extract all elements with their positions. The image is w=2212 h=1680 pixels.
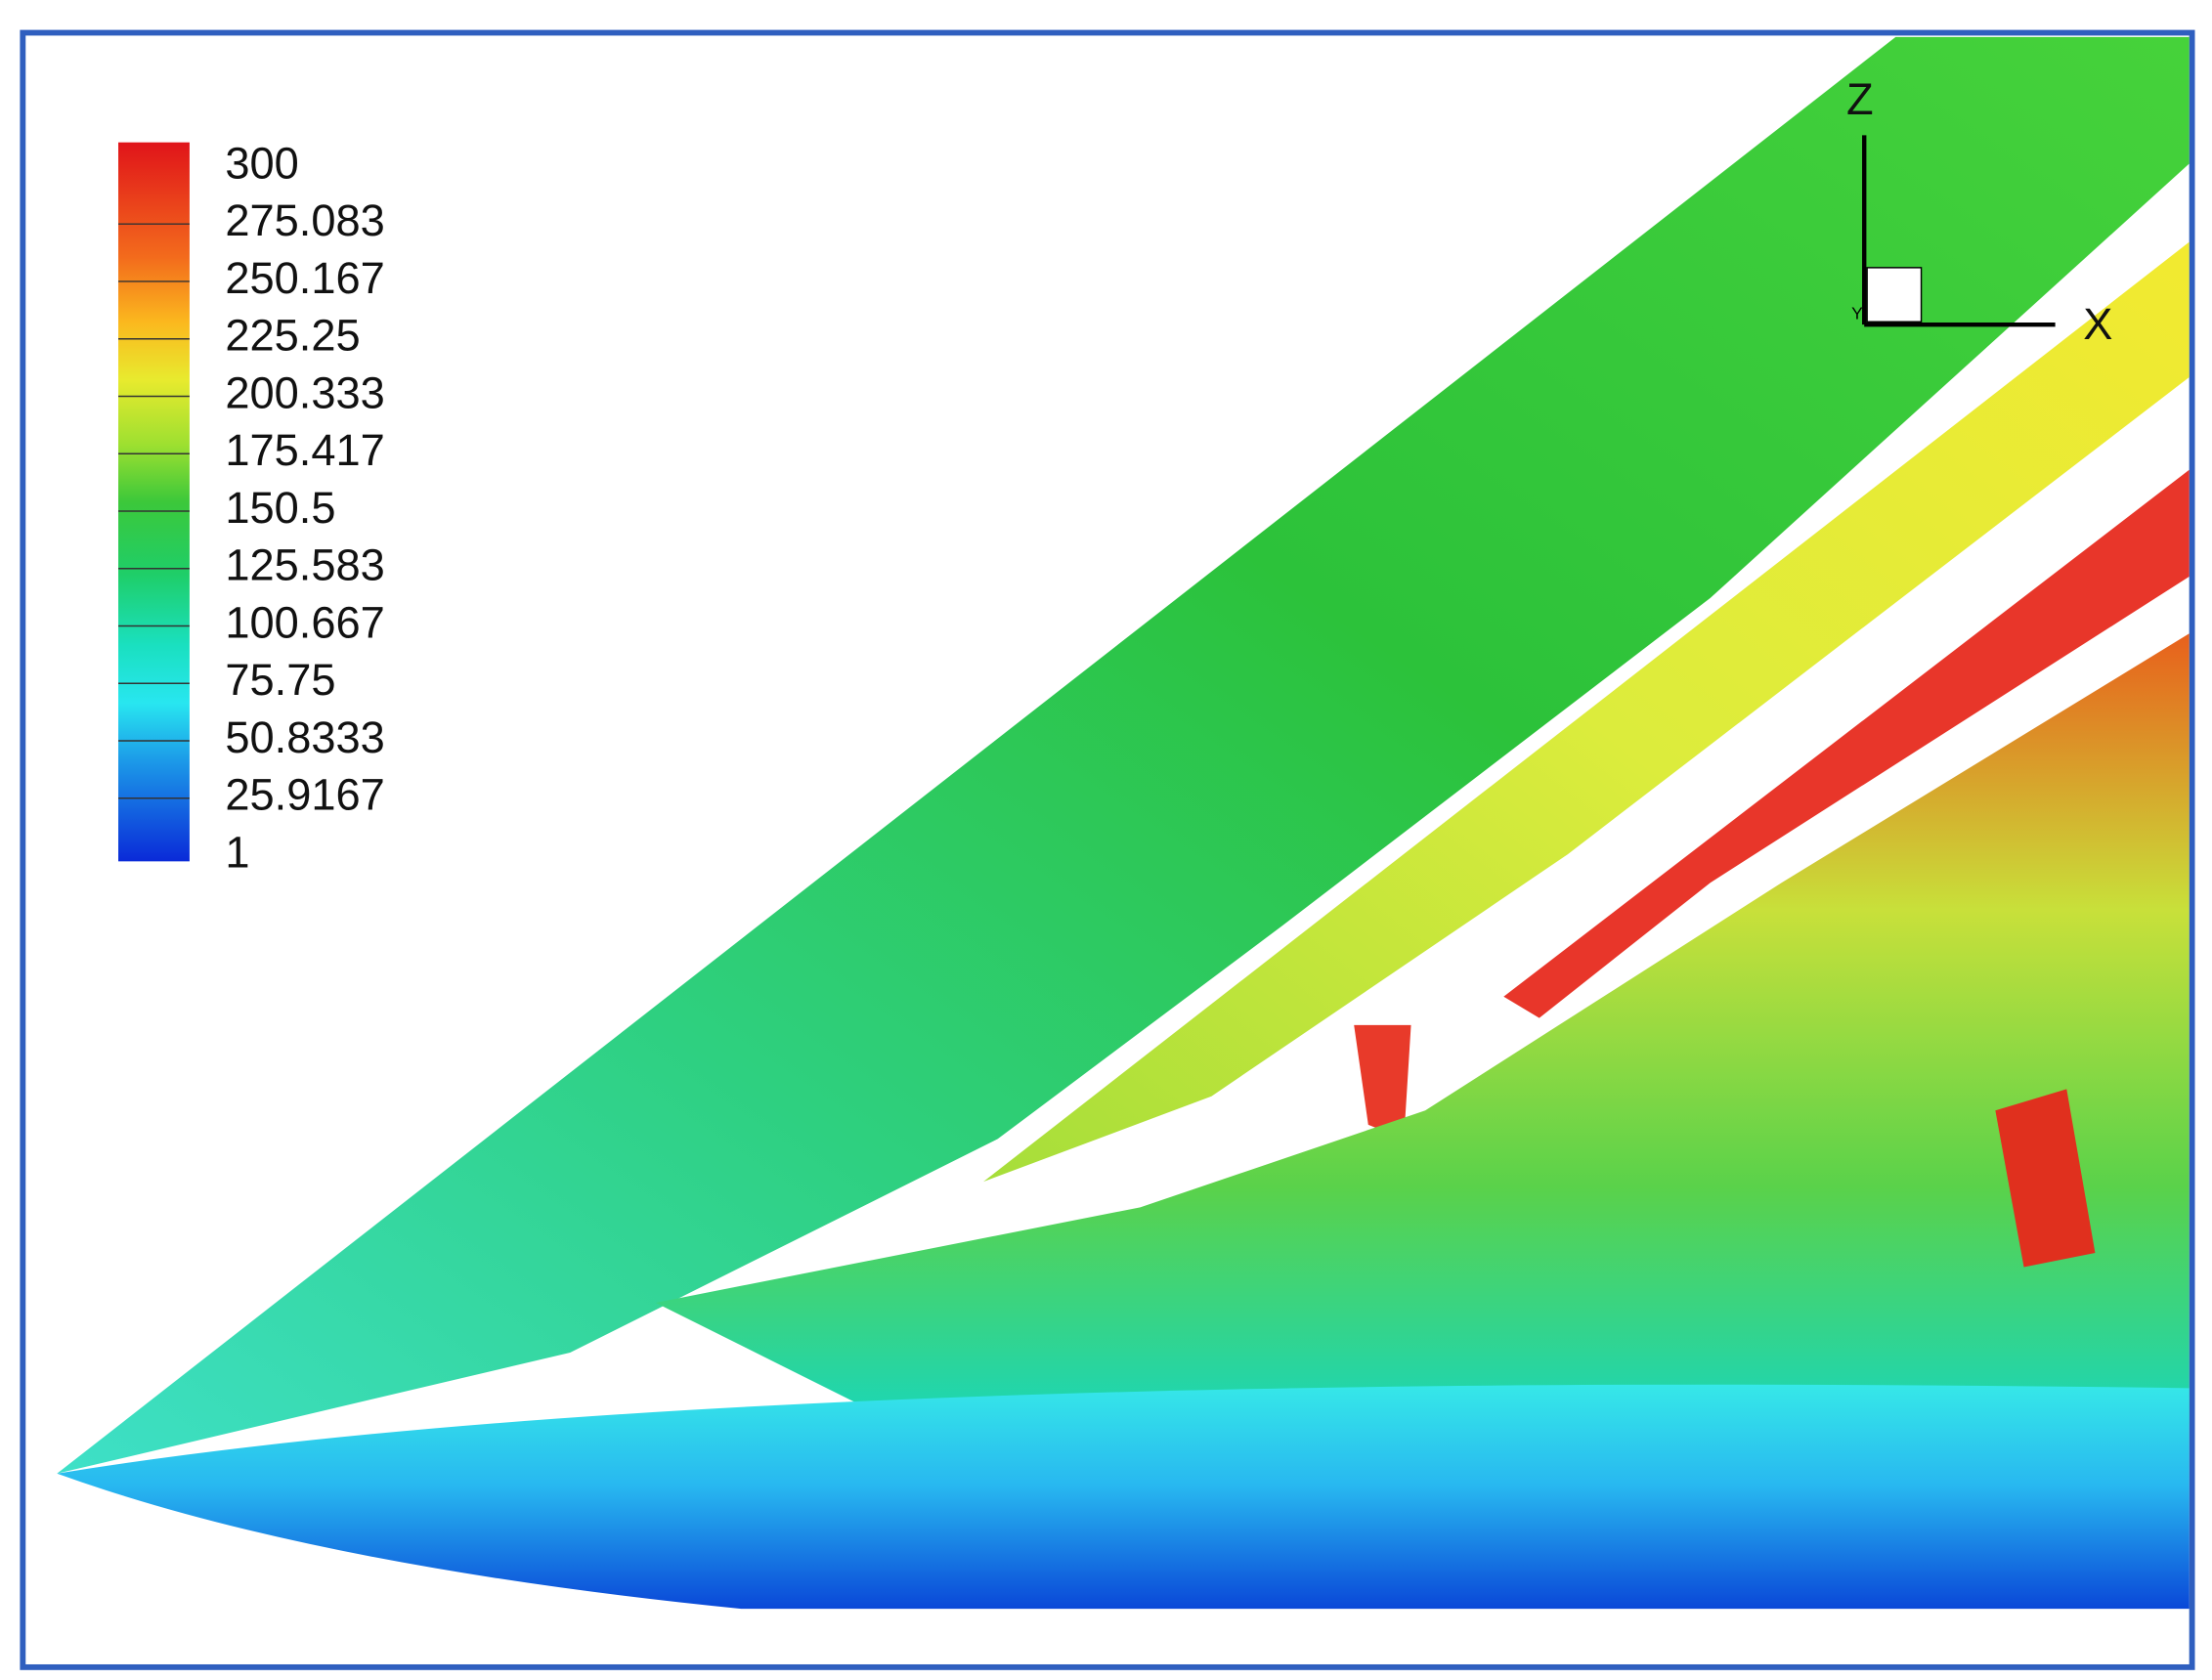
colorbar — [118, 142, 190, 862]
turbulent-region — [655, 633, 2190, 1424]
z-label: Z — [1846, 74, 1874, 124]
shock-surface — [57, 36, 2190, 1474]
colorbar-label: 300 — [225, 138, 298, 188]
body — [57, 1384, 2190, 1610]
colorbar-label: 200.333 — [225, 367, 384, 417]
colorbar-label: 25.9167 — [225, 770, 384, 820]
colorbar-label: 75.75 — [225, 655, 335, 705]
vortex-core — [1503, 469, 2190, 1018]
vortex-fragment — [1995, 1089, 2096, 1268]
colorbar-label: 250.167 — [225, 253, 384, 303]
axis-triad: Z X Y — [1846, 74, 2112, 349]
x-label: X — [2083, 299, 2112, 349]
colorbar-label: 50.8333 — [225, 712, 384, 762]
colorbar-label: 225.25 — [225, 311, 360, 361]
colorbar-label: 100.667 — [225, 597, 384, 647]
colorbar-label: 125.583 — [225, 540, 384, 590]
colorbar-label: 275.083 — [225, 195, 384, 245]
vortex-fragment — [1354, 1024, 1411, 1140]
y-label: Y — [1851, 303, 1863, 323]
colorbar-label: 150.5 — [225, 483, 335, 533]
colorbar-label: 1 — [225, 827, 249, 877]
colorbar-label: 175.417 — [225, 425, 384, 475]
y-axis — [1866, 267, 1923, 323]
